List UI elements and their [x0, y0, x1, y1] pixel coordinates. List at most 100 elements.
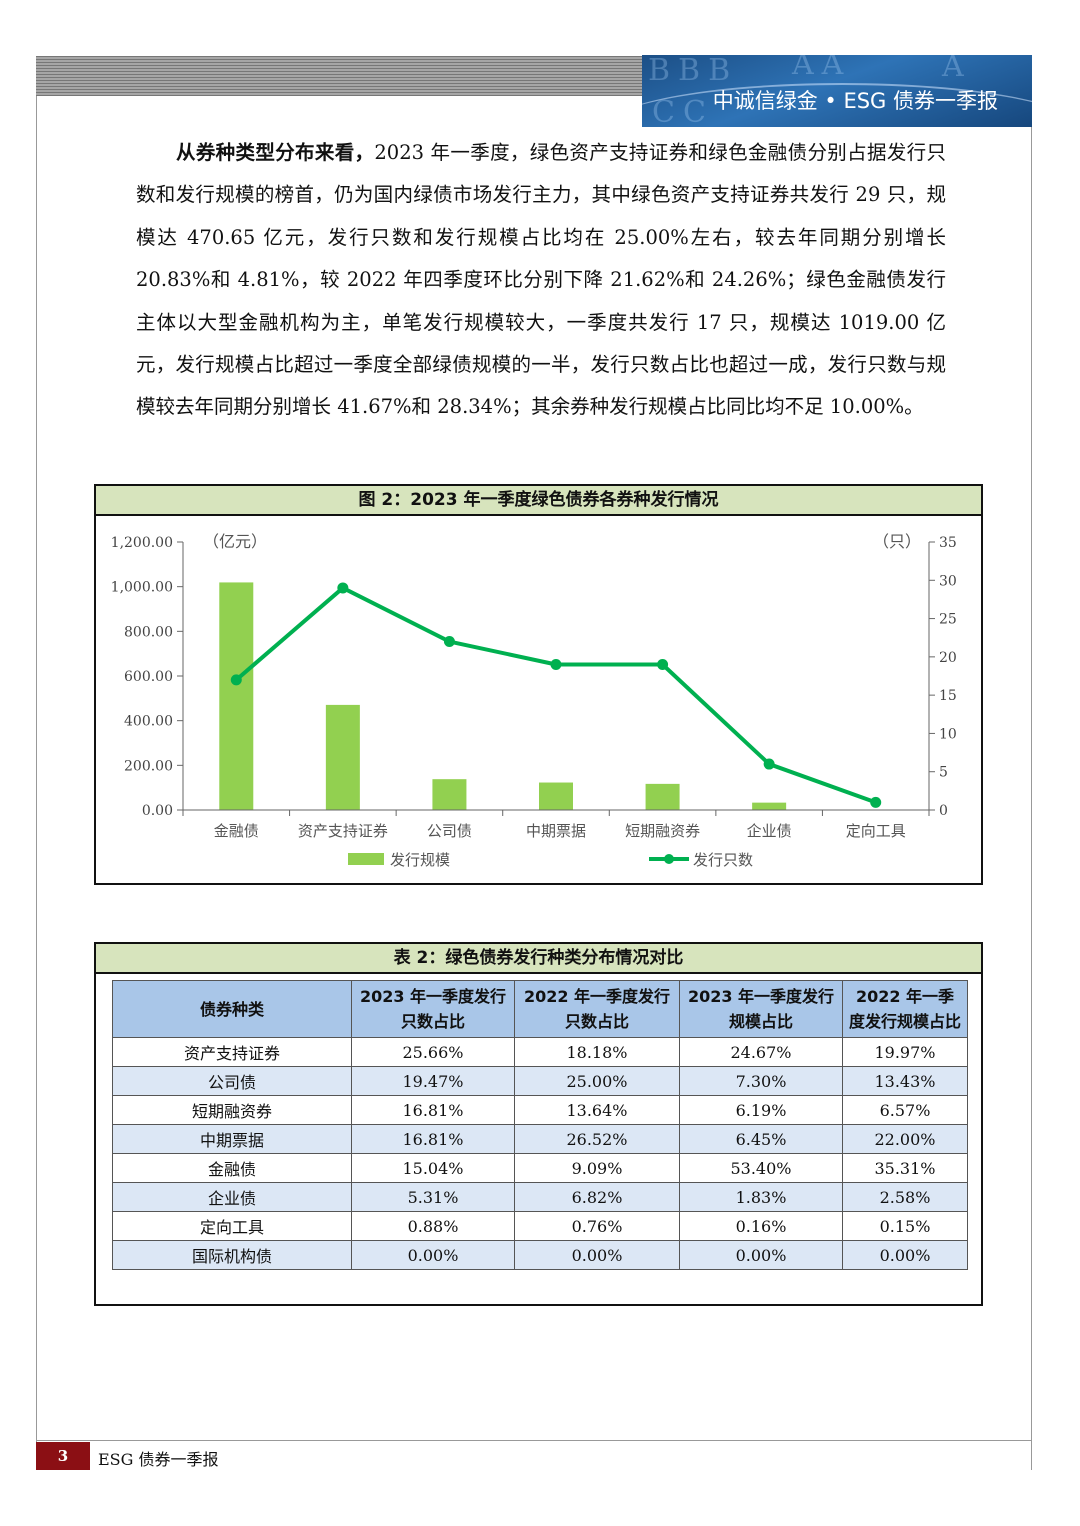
- value-cell: 0.76%: [514, 1211, 680, 1241]
- value-cell: 19.97%: [842, 1037, 968, 1067]
- value-cell: 19.47%: [351, 1066, 515, 1096]
- bond-type-cell: 企业债: [112, 1182, 352, 1212]
- header-brand-banner: BBB AA CC A 中诚信绿金 • ESG 债券一季报: [642, 55, 1032, 127]
- value-cell: 2.58%: [842, 1182, 968, 1212]
- left-tick-label: 600.00: [124, 669, 173, 685]
- watermark-text: BBB: [648, 55, 739, 88]
- left-tick-label: 400.00: [124, 714, 173, 730]
- value-cell: 1.83%: [679, 1182, 843, 1212]
- table-header-row: 债券种类 2023 年一季度发行只数占比 2022 年一季度发行只数占比 202…: [112, 980, 968, 1038]
- right-tick-label: 10: [939, 726, 957, 742]
- line-point: [870, 796, 882, 808]
- value-cell: 0.00%: [842, 1240, 968, 1270]
- value-cell: 25.66%: [351, 1037, 515, 1067]
- bond-type-cell: 中期票据: [112, 1124, 352, 1154]
- page-number: 3: [36, 1442, 90, 1470]
- table-row: 国际机构债 0.00% 0.00% 0.00% 0.00%: [112, 1240, 968, 1270]
- figure-title: 图 2：2023 年一季度绿色债券各券种发行情况: [96, 486, 981, 516]
- value-cell: 15.04%: [351, 1153, 515, 1183]
- line-point: [230, 674, 242, 686]
- banner-arc-decoration: [642, 83, 1032, 127]
- table-row: 公司债 19.47% 25.00% 7.30% 13.43%: [112, 1066, 968, 1096]
- header-2022-count-share: 2022 年一季度发行只数占比: [514, 980, 680, 1038]
- value-cell: 5.31%: [351, 1182, 515, 1212]
- left-axis-unit: （亿元）: [203, 532, 267, 551]
- legend-line-marker: [664, 854, 674, 864]
- left-tick-label: 0.00: [142, 803, 173, 819]
- value-cell: 16.81%: [351, 1095, 515, 1125]
- left-tick-label: 1,200.00: [111, 535, 173, 551]
- value-cell: 13.43%: [842, 1066, 968, 1096]
- page-frame: [36, 56, 1032, 1470]
- left-tick-label: 200.00: [124, 758, 173, 774]
- header-stripe-bar: [36, 56, 642, 96]
- value-cell: 6.82%: [514, 1182, 680, 1212]
- category-label: 短期融资券: [625, 822, 700, 840]
- line-point: [763, 758, 775, 770]
- value-cell: 22.00%: [842, 1124, 968, 1154]
- header-bond-type: 债券种类: [112, 980, 352, 1038]
- value-cell: 53.40%: [679, 1153, 843, 1183]
- watermark-text: A: [942, 55, 972, 84]
- value-cell: 26.52%: [514, 1124, 680, 1154]
- value-cell: 6.57%: [842, 1095, 968, 1125]
- distribution-table: 债券种类 2023 年一季度发行只数占比 2022 年一季度发行只数占比 202…: [112, 980, 968, 1270]
- value-cell: 0.88%: [351, 1211, 515, 1241]
- table-row: 中期票据 16.81% 26.52% 6.45% 22.00%: [112, 1124, 968, 1154]
- watermark-text: AA: [792, 55, 852, 82]
- right-tick-label: 35: [939, 535, 957, 551]
- right-tick-label: 5: [939, 765, 948, 781]
- line-point: [337, 582, 349, 594]
- bar: [539, 782, 573, 810]
- value-cell: 35.31%: [842, 1153, 968, 1183]
- table-row: 企业债 5.31% 6.82% 1.83% 2.58%: [112, 1182, 968, 1212]
- legend-bar-label: 发行规模: [390, 851, 450, 869]
- bar: [325, 704, 360, 810]
- category-label: 定向工具: [846, 822, 906, 840]
- line-point: [550, 659, 562, 671]
- left-tick-label: 800.00: [124, 624, 173, 640]
- table-title: 表 2：绿色债券发行种类分布情况对比: [96, 944, 981, 974]
- header-2023-scale-share: 2023 年一季度发行规模占比: [679, 980, 843, 1038]
- category-label: 企业债: [747, 822, 792, 840]
- bond-type-cell: 国际机构债: [112, 1240, 352, 1270]
- body-paragraph: 从券种类型分布来看，2023 年一季度，绿色资产支持证券和绿色金融债分别占据发行…: [136, 132, 946, 429]
- footer-divider: [36, 1440, 1032, 1441]
- header-title: 中诚信绿金 • ESG 债券一季报: [712, 89, 998, 113]
- bond-type-cell: 公司债: [112, 1066, 352, 1096]
- value-cell: 0.00%: [514, 1240, 680, 1270]
- line-point: [657, 659, 669, 671]
- value-cell: 25.00%: [514, 1066, 680, 1096]
- right-axis-unit: （只）: [873, 532, 921, 551]
- paragraph-body: 2023 年一季度，绿色资产支持证券和绿色金融债分别占据发行只数和发行规模的榜首…: [136, 141, 946, 419]
- right-tick-label: 30: [939, 573, 957, 589]
- category-label: 公司债: [427, 822, 472, 840]
- right-tick-label: 20: [939, 650, 957, 666]
- value-cell: 6.45%: [679, 1124, 843, 1154]
- value-cell: 13.64%: [514, 1095, 680, 1125]
- value-cell: 24.67%: [679, 1037, 843, 1067]
- bar: [219, 582, 254, 810]
- bond-type-cell: 定向工具: [112, 1211, 352, 1241]
- bond-type-cell: 短期融资券: [112, 1095, 352, 1125]
- figure-box: 图 2：2023 年一季度绿色债券各券种发行情况 0.00 200.00 400.0…: [94, 484, 983, 885]
- bond-type-cell: 资产支持证券: [112, 1037, 352, 1067]
- value-cell: 6.19%: [679, 1095, 843, 1125]
- right-tick-label: 25: [939, 612, 957, 628]
- category-label: 资产支持证券: [298, 822, 388, 840]
- line-point: [443, 636, 455, 648]
- right-tick-label: 15: [939, 688, 957, 704]
- value-cell: 0.16%: [679, 1211, 843, 1241]
- issuance-chart: 0.00 200.00 400.00 600.00 800.00 1,000.00 1,20…: [111, 532, 957, 869]
- category-label: 金融债: [214, 822, 259, 840]
- left-tick-label: 1,000.00: [111, 580, 173, 596]
- value-cell: 16.81%: [351, 1124, 515, 1154]
- value-cell: 0.00%: [351, 1240, 515, 1270]
- bond-type-cell: 金融债: [112, 1153, 352, 1183]
- table-row: 定向工具 0.88% 0.76% 0.16% 0.15%: [112, 1211, 968, 1241]
- header-2022-scale-share: 2022 年一季度发行规模占比: [842, 980, 968, 1038]
- value-cell: 0.00%: [679, 1240, 843, 1270]
- header-2023-count-share: 2023 年一季度发行只数占比: [351, 980, 515, 1038]
- legend-line-label: 发行只数: [693, 851, 753, 869]
- value-cell: 0.15%: [842, 1211, 968, 1241]
